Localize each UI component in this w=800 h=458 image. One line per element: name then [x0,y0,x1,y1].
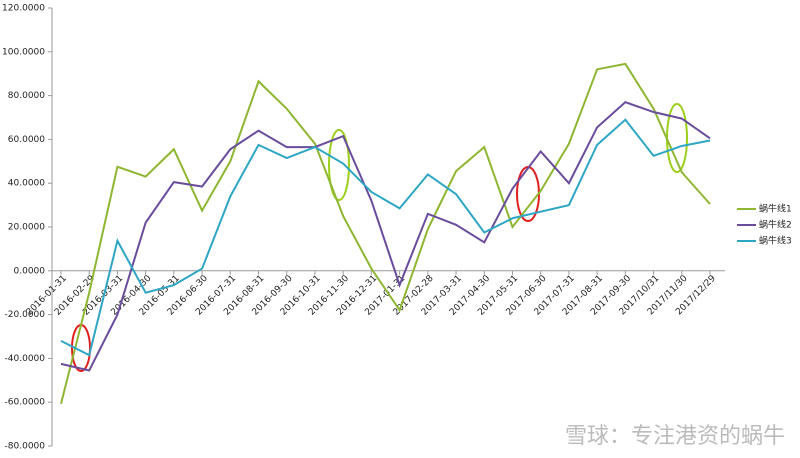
annotations [71,103,688,372]
legend-label: 蜗牛线2 [759,219,792,231]
watermark: 雪球：专注港资的蜗牛 [565,424,785,449]
y-tick-label: 100.0000 [2,47,45,57]
y-tick-label: 60.0000 [8,135,45,145]
legend-label: 蜗牛线3 [759,235,792,247]
y-tick-label: -40.0000 [5,354,46,364]
highlight-ellipse [328,129,350,201]
y-tick-label: -20.0000 [5,310,46,320]
series-line [60,101,711,372]
y-tick-label: 40.0000 [8,179,45,189]
y-tick-label: -80.0000 [5,442,46,452]
y-tick-label: 120.0000 [2,4,45,14]
y-tick-label: -60.0000 [5,398,46,408]
y-tick-label: 80.0000 [8,91,45,101]
y-tick-label: 0.0000 [14,266,46,276]
y-tick-label: 20.0000 [8,223,45,233]
series-line [60,62,711,404]
legend-label: 蜗牛线1 [759,203,792,215]
series-line [60,118,711,357]
